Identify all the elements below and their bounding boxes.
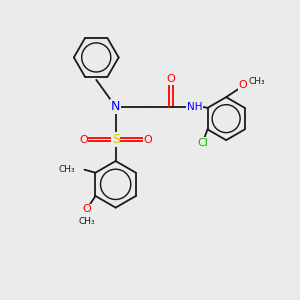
Text: CH₃: CH₃ (59, 165, 76, 174)
Text: O: O (238, 80, 247, 90)
Text: O: O (143, 134, 152, 145)
Text: N: N (111, 100, 120, 113)
Text: Cl: Cl (198, 138, 208, 148)
Text: NH: NH (187, 102, 203, 112)
Text: O: O (82, 204, 91, 214)
Text: CH₃: CH₃ (249, 77, 265, 86)
Text: O: O (79, 134, 88, 145)
Text: O: O (167, 74, 175, 84)
Text: CH₃: CH₃ (78, 218, 95, 226)
Text: S: S (112, 133, 120, 146)
